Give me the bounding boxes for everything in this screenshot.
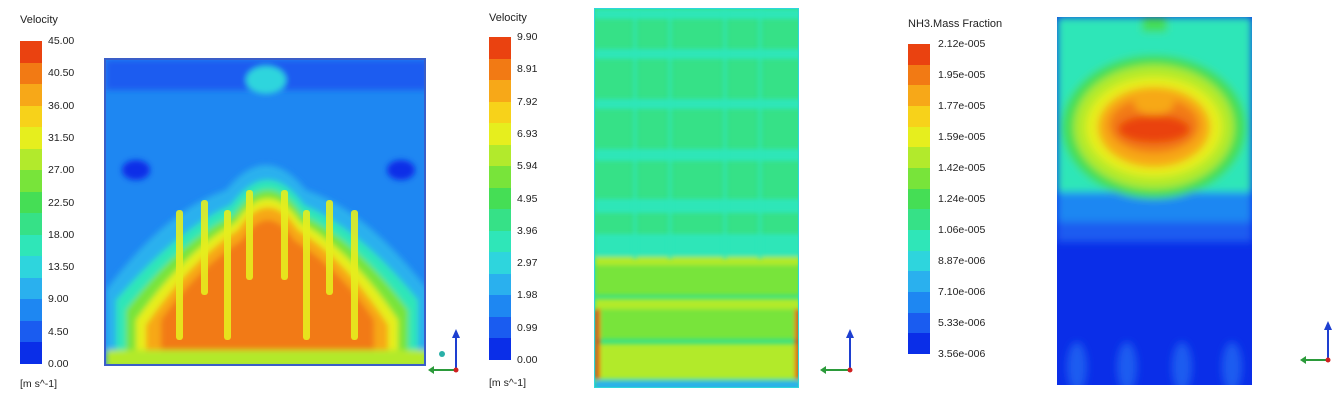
legend-unit: [m s^-1] [489, 377, 527, 389]
axis-triad-3 [1298, 318, 1336, 371]
color-band [489, 187, 511, 210]
color-band [908, 250, 930, 272]
color-band [489, 209, 511, 231]
color-band [20, 256, 42, 278]
nh3-mass-fraction-contour-plot [1057, 17, 1252, 385]
color-band [489, 37, 511, 59]
legend-tick-label: 36.00 [48, 99, 75, 112]
color-band [20, 234, 42, 257]
color-band [489, 252, 511, 274]
color-band [20, 62, 42, 85]
color-band [20, 320, 42, 343]
legend-tick-label: 1.98 [517, 289, 538, 302]
legend-tick-label: 1.95e-005 [938, 69, 986, 81]
color-band [489, 273, 511, 296]
color-band [20, 148, 42, 171]
axis-triad-2 [818, 326, 858, 381]
color-band [908, 147, 930, 169]
legend-tick-label: 0.99 [517, 321, 538, 334]
legend-tick-label: 0.00 [517, 354, 538, 366]
legend-tick-label: 0.00 [48, 358, 69, 370]
legend-title: Velocity [489, 12, 527, 24]
color-band [908, 230, 930, 251]
legend-tick-label: 4.50 [48, 325, 69, 338]
color-band [908, 64, 930, 86]
legend-tick-label: 7.10e-006 [938, 286, 986, 298]
legend-tick-label: 9.90 [517, 31, 538, 43]
legend-tick-label: 4.95 [517, 192, 538, 205]
color-band [20, 127, 42, 149]
velocity-contour-plot-2 [594, 8, 799, 388]
legend-tick-label: 13.50 [48, 261, 75, 274]
color-band [20, 277, 42, 300]
color-band [20, 170, 42, 192]
legend-tick-label: 8.87e-006 [938, 255, 986, 267]
legend-tick-label: 1.06e-005 [938, 224, 986, 236]
legend-unit: [m s^-1] [20, 378, 58, 390]
color-band [489, 80, 511, 102]
color-band [489, 58, 511, 81]
legend-tick-label: 5.33e-006 [938, 317, 986, 329]
color-scale-bar [908, 44, 930, 355]
color-band [20, 213, 42, 235]
legend-title: Velocity [20, 14, 58, 26]
legend-tick-label: 1.59e-005 [938, 131, 986, 143]
color-band [489, 144, 511, 167]
color-band [489, 338, 511, 360]
legend-tick-label: 8.91 [517, 63, 538, 76]
legend-tick-label: 45.00 [48, 35, 75, 47]
contour-image [595, 9, 798, 387]
color-band [20, 299, 42, 321]
color-band [908, 292, 930, 313]
color-band [908, 188, 930, 210]
color-scale-bar [20, 41, 42, 364]
color-band [908, 271, 930, 293]
color-band [489, 230, 511, 253]
legend-tick-label: 1.24e-005 [938, 193, 986, 205]
color-band [489, 166, 511, 188]
color-band [908, 126, 930, 148]
legend-tick-label: 40.50 [48, 67, 75, 80]
velocity-contour-plot-1 [104, 58, 426, 366]
color-band [908, 85, 930, 107]
legend-tick-label: 1.77e-005 [938, 100, 986, 112]
color-band [20, 41, 42, 63]
legend-tick-label: 7.92 [517, 95, 538, 108]
legend-tick-label: 6.93 [517, 127, 538, 140]
color-band [20, 105, 42, 128]
legend-tick-label: 2.97 [517, 257, 538, 270]
color-band [489, 316, 511, 339]
legend-title: NH3.Mass Fraction [908, 18, 1003, 30]
legend-tick-label: 31.50 [48, 131, 75, 144]
color-band [908, 106, 930, 127]
color-band [908, 44, 930, 65]
legend-tick-label: 3.56e-006 [938, 348, 986, 360]
color-band [489, 123, 511, 145]
legend-tick-label: 9.00 [48, 293, 69, 306]
color-band [908, 333, 930, 355]
contour-image [1057, 17, 1252, 385]
contour-image [106, 60, 424, 364]
legend-tick-label: 3.96 [517, 224, 538, 237]
color-band [20, 342, 42, 364]
legend-tick-label: 1.42e-005 [938, 162, 986, 174]
legend-tick-label: 18.00 [48, 228, 75, 241]
color-band [908, 168, 930, 189]
color-band [20, 191, 42, 214]
color-band [20, 84, 42, 106]
color-band [489, 101, 511, 124]
legend-tick-label: 27.00 [48, 164, 75, 177]
legend-tick-label: 2.12e-005 [938, 38, 986, 50]
legend-tick-label: 5.94 [517, 160, 538, 173]
color-scale-bar [489, 37, 511, 360]
color-band [489, 295, 511, 317]
color-band [908, 312, 930, 334]
axis-triad-1 [428, 326, 468, 381]
legend-tick-label: 22.50 [48, 196, 75, 209]
color-band [908, 209, 930, 231]
